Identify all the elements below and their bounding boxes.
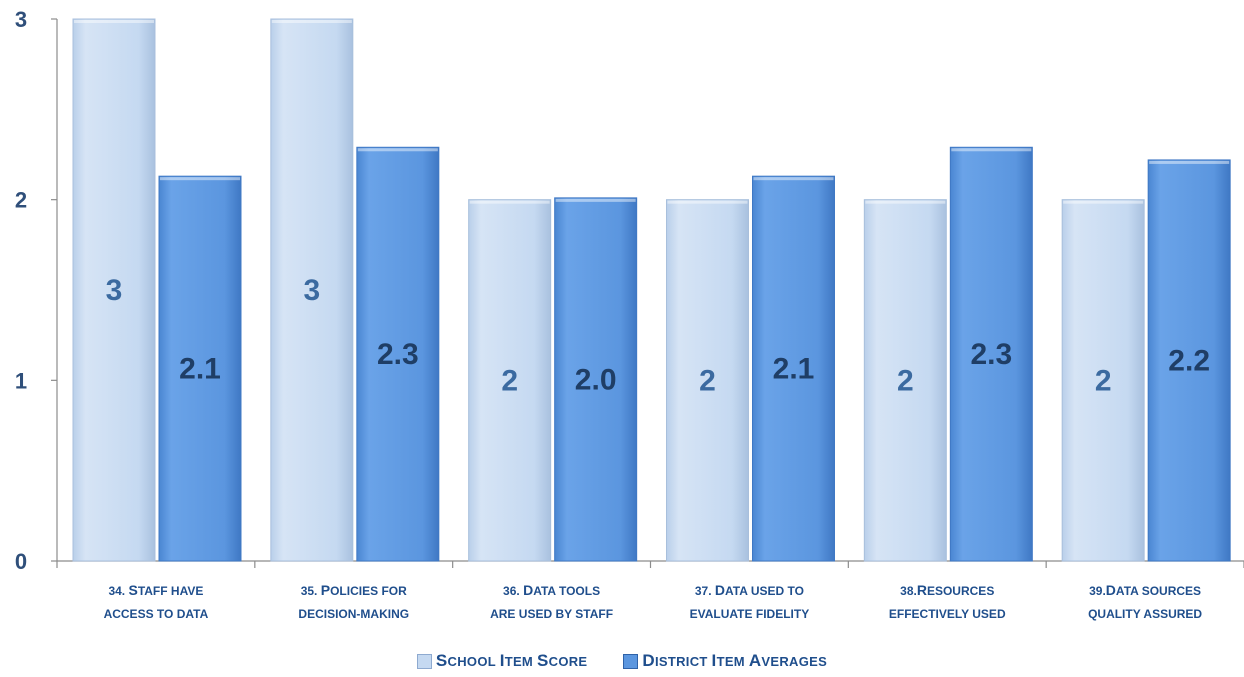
school-bar (468, 199, 552, 562)
school-bar-bevel (1063, 200, 1144, 204)
x-category-label: DECISION-MAKING (298, 607, 409, 621)
y-tick-label: 0 (15, 549, 27, 574)
school-value-label: 3 (303, 274, 320, 307)
district-bar (949, 146, 1033, 562)
district-value-label: 2.0 (575, 363, 617, 396)
district-value-label: 2.1 (773, 353, 815, 386)
district-value-label: 2.3 (970, 338, 1012, 371)
school-bar (72, 18, 156, 562)
school-bar-bevel (271, 20, 352, 23)
bar-chart: 0 1 2 3 3 2.1 34. STAFF HAVE ACCESS TO DATA 3 2.… (15, 7, 1244, 621)
x-category-label: ACCESS TO DATA (104, 607, 209, 621)
school-bar-bevel (865, 200, 946, 204)
x-category-label: QUALITY ASSURED (1088, 607, 1202, 621)
district-bar (554, 197, 638, 562)
legend-swatch-district (623, 653, 639, 669)
district-value-label: 2.3 (377, 338, 419, 371)
school-value-label: 2 (699, 364, 716, 397)
school-bar (666, 199, 749, 562)
district-value-label: 2.2 (1168, 344, 1210, 377)
district-bar-bevel (160, 177, 240, 181)
x-category-label: 37. DATA USED TO (695, 582, 804, 598)
legend-swatch-school (416, 653, 432, 669)
district-bar-bevel (753, 177, 834, 181)
x-category-label: 39.DATA SOURCES (1089, 582, 1201, 598)
x-category-label: 35. POLICIES FOR (301, 582, 407, 598)
y-tick-label: 3 (15, 7, 27, 32)
x-category-label: EVALUATE FIDELITY (690, 607, 810, 621)
district-bar-bevel (555, 198, 636, 202)
y-tick-label: 1 (15, 368, 27, 393)
district-bar-bevel (951, 148, 1032, 152)
district-value-label: 2.1 (179, 353, 221, 386)
district-bar (752, 175, 835, 562)
legend-item-school: SCHOOL ITEM SCORE (416, 651, 588, 671)
school-bar-bevel (469, 200, 550, 204)
school-value-label: 2 (897, 364, 914, 397)
school-value-label: 2 (1095, 364, 1112, 397)
school-bar (863, 199, 947, 562)
school-bar (1061, 199, 1145, 562)
legend-label-school: SCHOOL ITEM SCORE (435, 651, 588, 670)
legend-label-district: DISTRICT ITEM AVERAGES (642, 651, 828, 670)
x-category-label: 36. DATA TOOLS (503, 582, 600, 598)
x-category-label: 38.RESOURCES (900, 582, 994, 598)
x-category-label: ARE USED BY STAFF (490, 607, 613, 621)
district-bar (158, 175, 242, 562)
district-bar-bevel (1149, 160, 1230, 164)
school-bar (270, 18, 354, 562)
school-bar-bevel (74, 20, 154, 23)
district-bar (1147, 159, 1231, 562)
legend-item-district: DISTRICT ITEM AVERAGES (623, 651, 827, 671)
y-tick-label: 2 (15, 188, 27, 213)
legend: SCHOOL ITEM SCORE DISTRICT ITEM AVERAGES (0, 651, 1244, 671)
school-value-label: 3 (106, 274, 123, 307)
school-bar-bevel (667, 200, 748, 204)
x-category-label: 34. STAFF HAVE (108, 582, 203, 598)
district-bar-bevel (357, 148, 438, 152)
school-value-label: 2 (501, 364, 518, 397)
x-category-label: EFFECTIVELY USED (889, 607, 1006, 621)
district-bar (356, 146, 440, 562)
